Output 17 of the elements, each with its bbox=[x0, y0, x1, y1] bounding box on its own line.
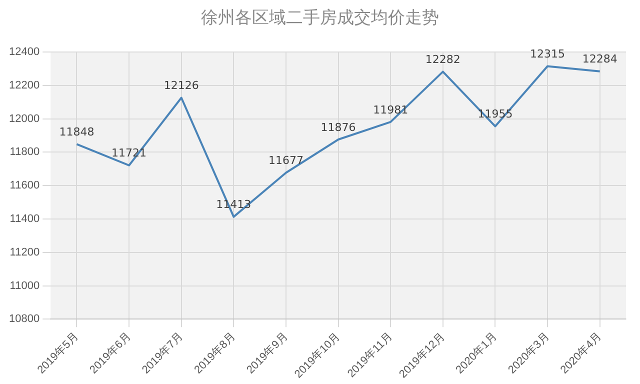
y-tick-label: 11600 bbox=[10, 180, 40, 192]
y-tick-label: 11000 bbox=[10, 280, 40, 292]
data-label: 11848 bbox=[59, 126, 94, 139]
data-label: 12282 bbox=[425, 53, 460, 66]
data-label: 12284 bbox=[582, 52, 618, 66]
y-tick-label: 12400 bbox=[8, 46, 40, 58]
data-label: 12315 bbox=[530, 48, 566, 61]
y-tick-label: 12000 bbox=[8, 112, 40, 125]
y-tick-label: 11400 bbox=[10, 213, 40, 226]
data-label: 11876 bbox=[320, 120, 356, 134]
y-tick-label: 11200 bbox=[10, 246, 40, 258]
y-tick-label: 10800 bbox=[8, 313, 40, 326]
data-label: 12126 bbox=[164, 79, 199, 92]
y-tick-label: 11800 bbox=[10, 146, 40, 158]
chart-title: 徐州各区域二手房成交均价走势 bbox=[200, 7, 440, 29]
data-label: 11677 bbox=[268, 154, 304, 168]
y-tick-label: 12200 bbox=[8, 79, 40, 92]
